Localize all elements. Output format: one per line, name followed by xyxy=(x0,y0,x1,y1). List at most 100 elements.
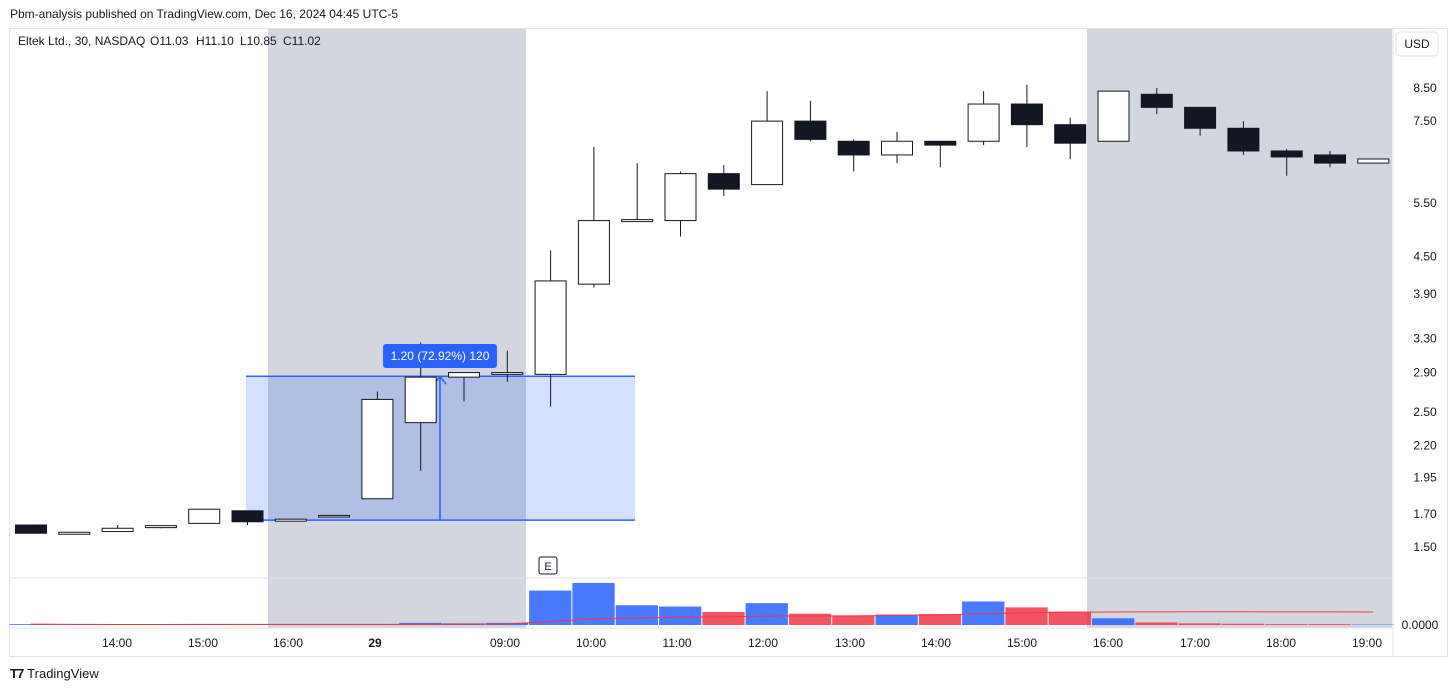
footer-brand[interactable]: TradingView xyxy=(27,666,99,681)
volume-bar xyxy=(918,614,962,625)
time-tick-label: 18:00 xyxy=(1266,636,1296,650)
candle-body xyxy=(1270,150,1303,158)
legend-low: L10.85 xyxy=(240,34,277,48)
volume-bar xyxy=(1048,611,1091,625)
candle-body xyxy=(448,372,480,378)
time-tick-label: 13:00 xyxy=(835,636,865,650)
candle-body xyxy=(318,514,351,518)
legend-open: O11.03 xyxy=(150,34,189,48)
earnings-marker-box[interactable] xyxy=(538,556,558,575)
volume-ma-line xyxy=(30,611,1374,625)
footer: T7 TradingView xyxy=(10,666,99,681)
candle-body xyxy=(707,173,740,190)
candle-body xyxy=(1054,124,1087,144)
candle-body xyxy=(751,120,784,186)
volume-bar xyxy=(1265,624,1308,625)
candle-body xyxy=(1184,106,1217,129)
volume-bar xyxy=(702,611,745,625)
volume-bar xyxy=(9,624,52,625)
candle-body xyxy=(1314,154,1346,164)
legend-close: C11.02 xyxy=(283,34,321,48)
volume-bar xyxy=(832,615,875,625)
candle-body xyxy=(101,527,134,533)
volume-bar xyxy=(615,605,658,625)
time-tick-label: 15:00 xyxy=(188,636,218,650)
candle-body xyxy=(924,140,957,146)
candle-body xyxy=(1097,90,1130,142)
price-tick-label: 5.50 xyxy=(1413,196,1437,210)
candle-body xyxy=(1010,103,1043,126)
price-tick-label: 7.50 xyxy=(1413,114,1437,128)
legend-high: H11.10 xyxy=(196,34,234,48)
volume-bar xyxy=(1135,622,1178,625)
volume-bar xyxy=(962,601,1005,625)
volume-bar xyxy=(875,614,918,625)
volume-bar xyxy=(529,590,572,625)
measure-label: 1.20 (72.92%) 120 xyxy=(391,349,490,363)
candle-body xyxy=(1227,127,1260,152)
time-tick-label: 17:00 xyxy=(1180,636,1210,650)
time-tick-label: 10:00 xyxy=(576,636,606,650)
candle-body xyxy=(404,376,437,424)
volume-bar xyxy=(745,603,788,625)
candle-body xyxy=(664,173,697,222)
session-shade xyxy=(268,29,526,628)
price-tick-label: 2.20 xyxy=(1413,439,1437,453)
candle-body xyxy=(881,140,913,156)
price-tick-label: 3.30 xyxy=(1413,331,1437,345)
candle-body xyxy=(361,398,394,500)
volume-bar xyxy=(1092,618,1135,625)
time-tick-label: 16:00 xyxy=(1093,636,1123,650)
time-tick-label: 11:00 xyxy=(662,636,691,650)
volume-bar xyxy=(788,613,832,625)
volume-bar xyxy=(1005,607,1048,625)
candle-body xyxy=(231,510,264,523)
candle-body xyxy=(144,525,177,529)
legend-symbol: Eltek Ltd., 30, NASDAQ xyxy=(18,34,145,48)
candle-body xyxy=(15,524,47,534)
chart-frame xyxy=(9,28,1448,657)
candle-body xyxy=(577,220,610,285)
axes: 8.50 7.50 5.50 4.50 3.90 3.30 2.90 2.50 2.20 1.95… xyxy=(102,81,1439,650)
time-tick-label: 14:00 xyxy=(102,636,132,650)
time-tick-label: 12:00 xyxy=(748,636,778,650)
time-tick-label: 09:00 xyxy=(490,636,520,650)
price-tick-label: 1.70 xyxy=(1413,507,1437,521)
candle-body xyxy=(621,219,654,223)
time-tick-label: 19:00 xyxy=(1352,636,1382,650)
price-tick-label: 3.90 xyxy=(1413,287,1437,301)
price-tick-label: 2.90 xyxy=(1413,366,1437,380)
measure-tool xyxy=(246,374,635,521)
candle-body xyxy=(1357,158,1390,164)
price-tick-label: 1.95 xyxy=(1413,471,1437,485)
volume-bars xyxy=(9,583,1395,625)
time-tick-label: 14:00 xyxy=(921,636,951,650)
candle-body xyxy=(58,531,91,535)
price-tick-label: 1.50 xyxy=(1413,540,1437,554)
tradingview-logo-icon: T7 xyxy=(10,666,24,681)
price-tick-label: 8.50 xyxy=(1413,81,1437,95)
publish-header: Pbm-analysis published on TradingView.co… xyxy=(10,7,398,21)
session-shading xyxy=(10,29,1394,656)
candle-body xyxy=(1140,93,1173,108)
time-tick-label: 29 xyxy=(368,636,382,650)
time-tick-label: 15:00 xyxy=(1007,636,1037,650)
candle-body xyxy=(491,372,524,375)
currency-button[interactable]: USD xyxy=(1404,37,1430,51)
candle-body xyxy=(967,103,1000,142)
candle-body xyxy=(534,280,567,375)
time-tick-label: 16:00 xyxy=(273,636,303,650)
currency-button-bg[interactable] xyxy=(1395,31,1439,57)
price-tick-label: 2.50 xyxy=(1413,405,1437,419)
candle-body xyxy=(188,508,221,524)
volume-tick-label: 0.0000 xyxy=(1402,618,1439,632)
price-tick-label: 4.50 xyxy=(1413,249,1437,263)
volume-bar xyxy=(1178,623,1221,625)
candle-body xyxy=(837,140,870,156)
session-shade xyxy=(1087,29,1392,628)
volume-bar xyxy=(1308,624,1351,625)
candle-body xyxy=(794,120,827,140)
earnings-marker[interactable]: E xyxy=(544,561,551,573)
measure-label-bg xyxy=(383,344,497,368)
